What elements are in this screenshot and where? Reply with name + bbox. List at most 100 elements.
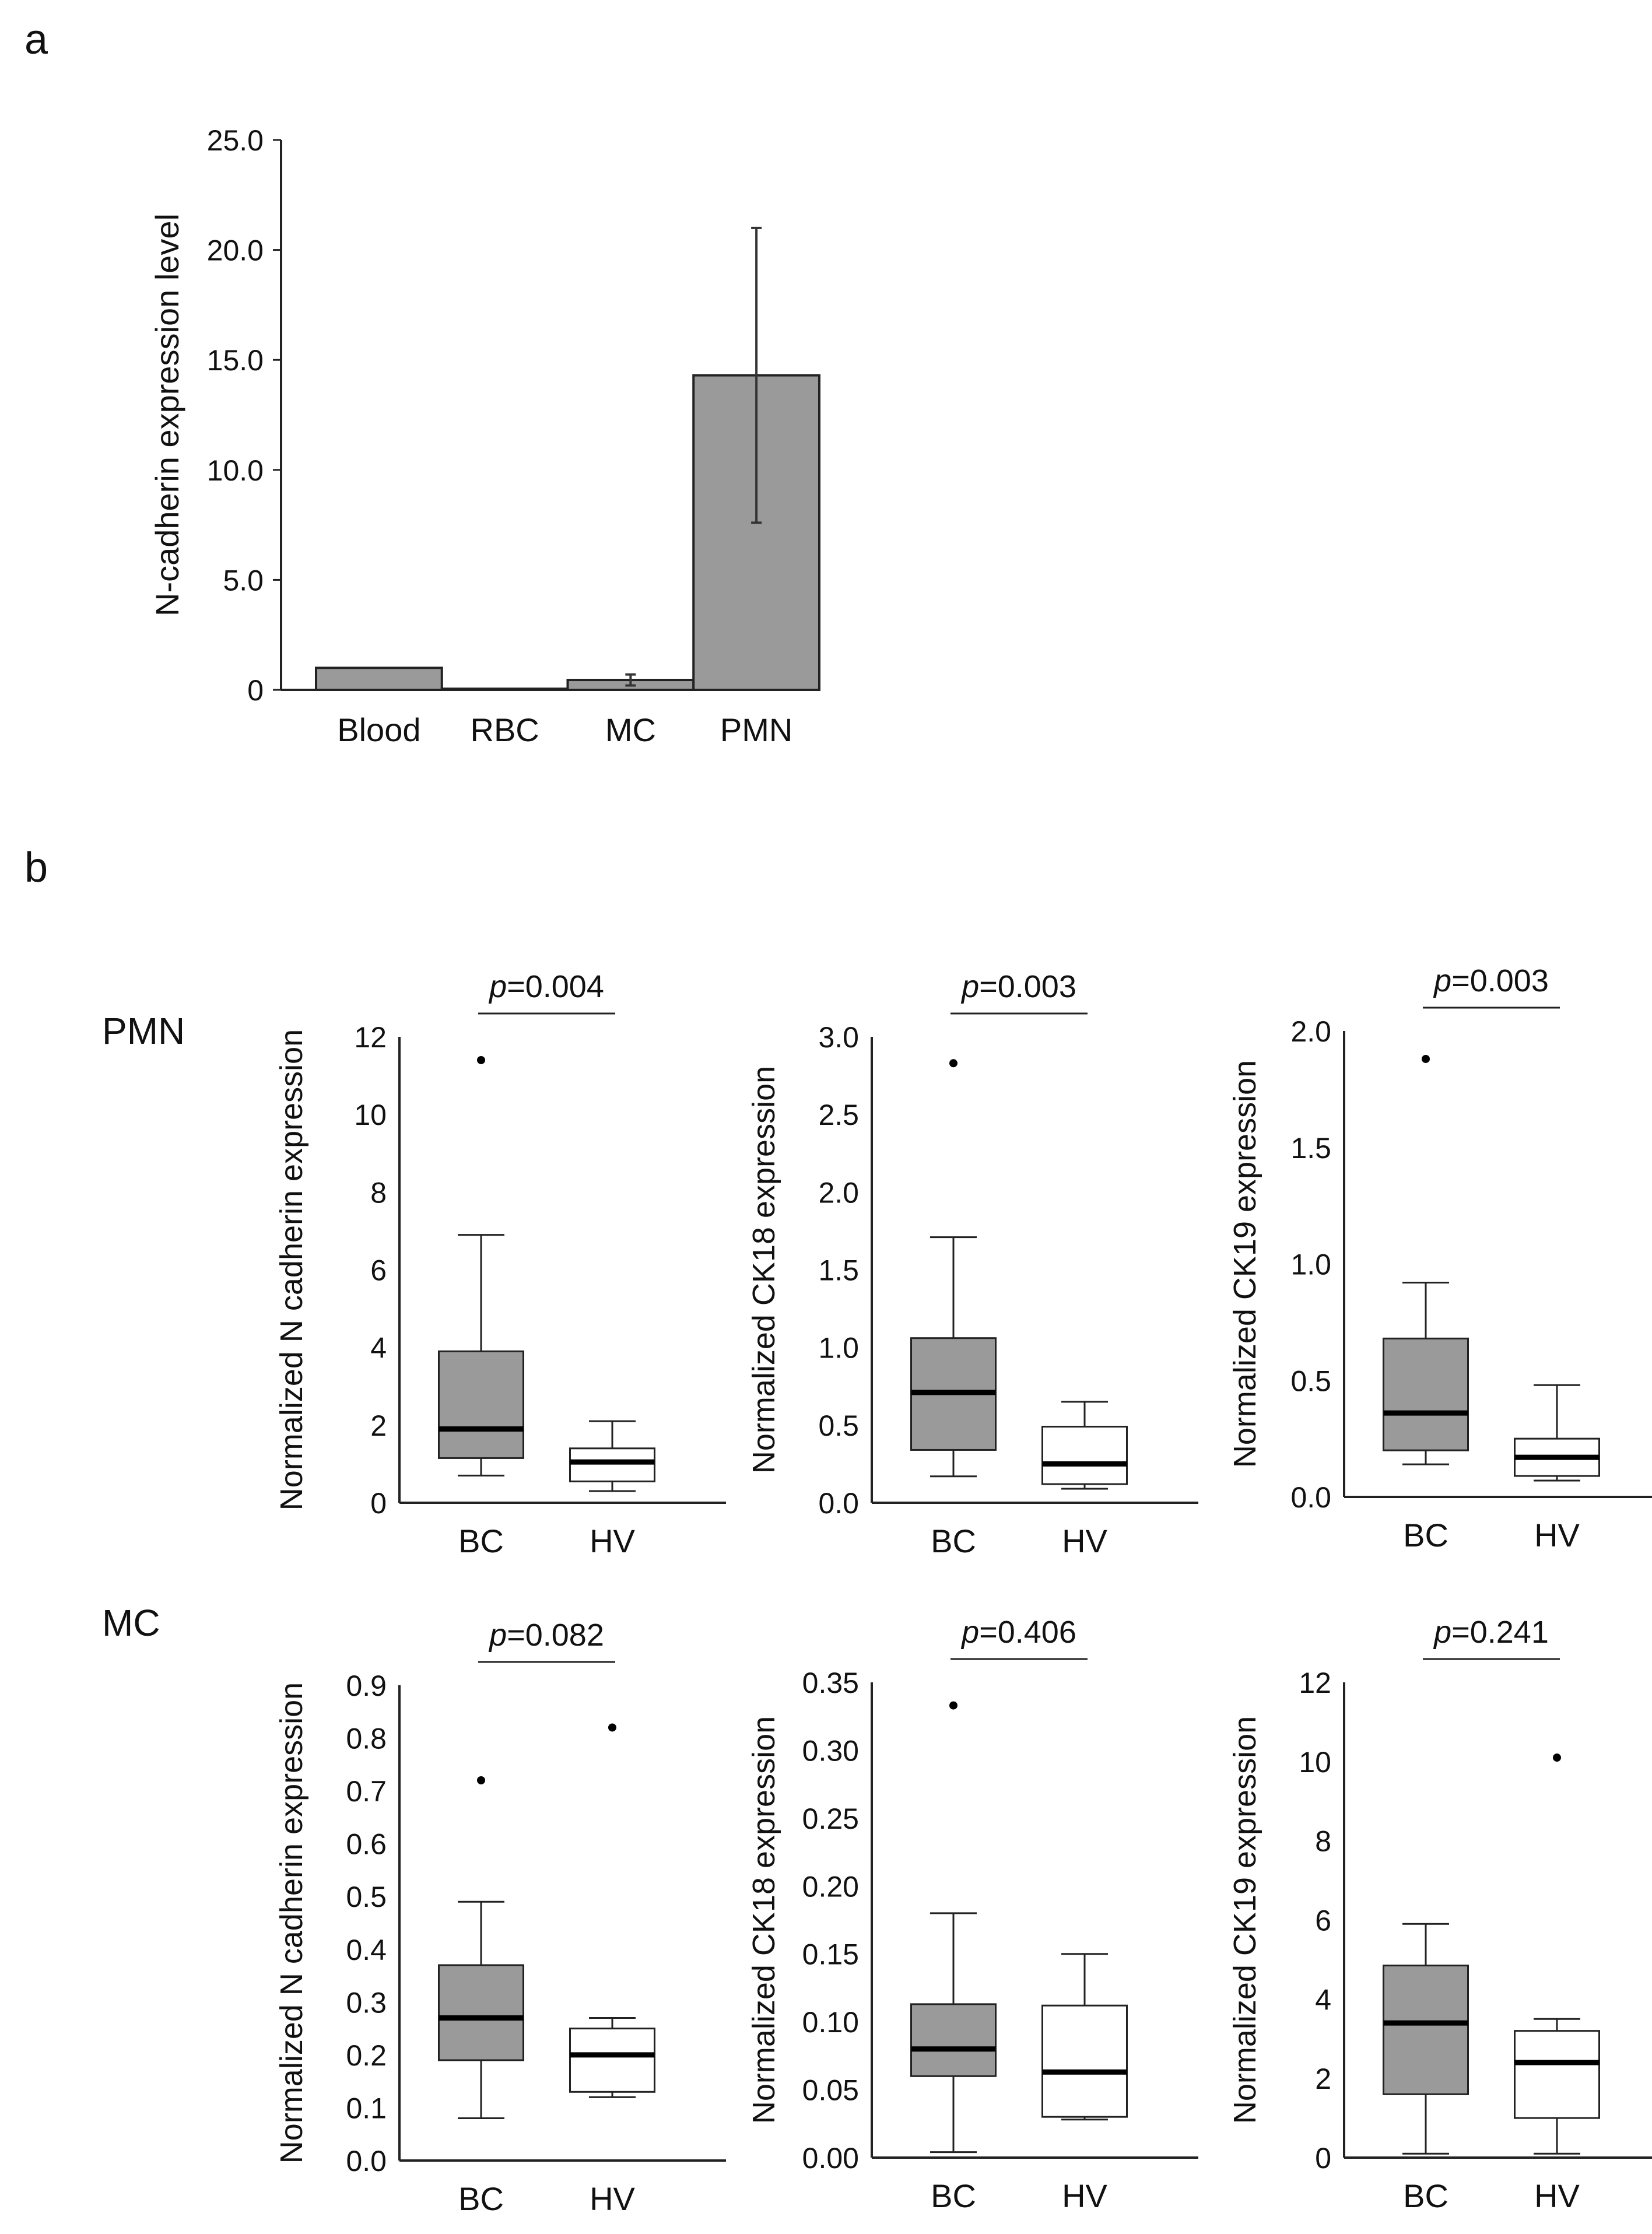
y-tick-label: 0	[370, 1487, 387, 1520]
y-tick-label: 0.5	[1290, 1365, 1331, 1397]
box	[1514, 2030, 1600, 2119]
y-tick-label: 0	[1315, 2142, 1331, 2175]
p-value-symbol: p	[488, 969, 507, 1004]
y-tick-label: 2.0	[818, 1176, 859, 1209]
y-tick-label: 0.25	[802, 1802, 859, 1835]
outlier-point	[1422, 1054, 1430, 1063]
y-tick-label: 6	[370, 1254, 387, 1287]
x-tick-label: Blood	[337, 711, 420, 748]
y-tick-label: 6	[1315, 1905, 1331, 1937]
x-tick-label: HV	[1062, 1523, 1107, 1559]
x-tick-label: HV	[1534, 2177, 1580, 2214]
box	[910, 2003, 997, 2077]
x-tick-label: BC	[931, 1523, 976, 1559]
y-tick-label: 0.4	[346, 1934, 387, 1966]
p-value-number: =0.003	[979, 969, 1076, 1004]
box	[438, 1964, 524, 2061]
p-value-symbol: p	[488, 1618, 507, 1653]
bar	[315, 667, 443, 692]
y-tick-label: 10.0	[207, 454, 264, 487]
box	[1383, 1965, 1469, 2095]
y-axis-title: N-cadherin expression level	[149, 213, 185, 616]
y-tick-label: 15.0	[207, 344, 264, 377]
p-value-number: =0.004	[507, 969, 604, 1004]
p-value-number: =0.406	[979, 1615, 1076, 1650]
y-tick-label: 0.10	[802, 2006, 859, 2039]
x-tick-label: HV	[1534, 1517, 1580, 1553]
y-tick-label: 0.20	[802, 1870, 859, 1903]
y-tick-label: 0.1	[346, 2092, 387, 2124]
bar-chart-panel-a: 0 5.0 10.0 15.0 20.0 25.0 N-cadherin expressio…	[149, 124, 820, 748]
y-tick-label: 0.00	[802, 2142, 859, 2175]
y-tick-label: 0.3	[346, 1986, 387, 2019]
p-value-symbol: p	[960, 969, 979, 1004]
p-value-label: p=0.003	[960, 969, 1076, 1004]
y-tick-label: 0.8	[346, 1723, 387, 1755]
y-tick-label: 3.0	[818, 1021, 859, 1054]
y-tick-label: 4	[370, 1332, 387, 1365]
box-plot-5: 0.00 0.05 0.10 0.15 0.20 0.25 0.30 0.35 Normaliz…	[746, 1615, 1198, 2214]
p-value-label: p=0.241	[1433, 1615, 1549, 1650]
p-value-label: p=0.004	[488, 969, 604, 1004]
panel-a-label: a	[24, 16, 48, 63]
x-tick-label: BC	[1403, 2177, 1448, 2214]
x-tick-label: PMN	[720, 711, 792, 748]
p-value-number: =0.082	[507, 1618, 604, 1653]
y-axis-title: Normalized CK19 expression	[1227, 1060, 1262, 1468]
x-tick-label: BC	[458, 2180, 504, 2217]
x-tick-label: BC	[458, 1523, 504, 1559]
y-axis-title: Normalized CK19 expression	[1227, 1716, 1262, 2124]
x-tick-label: RBC	[471, 711, 539, 748]
box-plots-panel-b: 0 2 4 6 8 10 12 Normalized N cadherin expressio…	[274, 963, 1652, 2217]
x-tick-label: MC	[605, 711, 656, 748]
panel-b-label: b	[24, 844, 48, 891]
box-plot-1: 0 2 4 6 8 10 12 Normalized N cadherin expressio…	[274, 969, 726, 1559]
p-value-symbol: p	[1433, 963, 1451, 998]
box	[569, 1447, 655, 1482]
y-tick-label: 0.9	[346, 1670, 387, 1702]
y-axis-title: Normalized CK18 expression	[746, 1066, 781, 1474]
y-axis-title: Normalized N cadherin expression	[274, 1029, 309, 1510]
outlier-point	[1553, 1753, 1561, 1762]
outlier-point	[608, 1723, 616, 1732]
box	[438, 1350, 524, 1459]
y-tick-label: 4	[1315, 1983, 1331, 2016]
box	[569, 2028, 655, 2093]
y-tick-label: 8	[1315, 1825, 1331, 1858]
y-tick-label: 2	[370, 1409, 387, 1442]
y-tick-label: 5.0	[223, 564, 264, 597]
y-tick-label: 2.5	[818, 1099, 859, 1131]
y-tick-label: 10	[1299, 1746, 1331, 1779]
p-value-label: p=0.082	[488, 1618, 604, 1653]
p-value-symbol: p	[1433, 1615, 1451, 1650]
box-plot-2: 0.0 0.5 1.0 1.5 2.0 2.5 3.0 Normalized CK18 exp…	[746, 969, 1198, 1559]
y-tick-label: 0	[247, 674, 264, 707]
outlier-point	[477, 1776, 485, 1784]
y-tick-label: 8	[370, 1176, 387, 1209]
p-value-label: p=0.406	[960, 1615, 1076, 1650]
y-tick-label: 0.2	[346, 2039, 387, 2072]
y-axis-title: Normalized N cadherin expression	[274, 1682, 309, 2163]
box-plot-6: 0 2 4 6 8 10 12 Normalized CK19 expression BC HV p…	[1227, 1615, 1652, 2214]
row-label-pmn: PMN	[102, 1010, 185, 1052]
x-tick-label: BC	[1403, 1517, 1448, 1553]
y-tick-label: 2	[1315, 2063, 1331, 2095]
y-tick-label: 0.15	[802, 1938, 859, 1971]
p-value-number: =0.241	[1451, 1615, 1549, 1650]
y-tick-label: 25.0	[207, 124, 264, 157]
y-tick-label: 0.0	[1290, 1481, 1331, 1514]
outlier-point	[949, 1701, 957, 1710]
x-tick-label: HV	[590, 2180, 635, 2217]
outlier-point	[949, 1059, 957, 1068]
y-tick-label: 2.0	[1290, 1015, 1331, 1048]
box-plot-4: 0.0 0.1 0.2 0.3 0.4 0.5 0.6 0.7 0.8 0.9 Normalized…	[274, 1618, 726, 2217]
y-tick-label: 20.0	[207, 234, 264, 267]
p-value-label: p=0.003	[1433, 963, 1549, 998]
box-plot-3: 0.0 0.5 1.0 1.5 2.0 Normalized CK19 expressio…	[1227, 963, 1652, 1553]
y-tick-label: 0.5	[818, 1409, 859, 1442]
y-tick-label: 0.0	[818, 1487, 859, 1520]
p-value-symbol: p	[960, 1615, 979, 1650]
y-tick-label: 12	[354, 1021, 387, 1054]
y-tick-label: 1.0	[818, 1332, 859, 1365]
